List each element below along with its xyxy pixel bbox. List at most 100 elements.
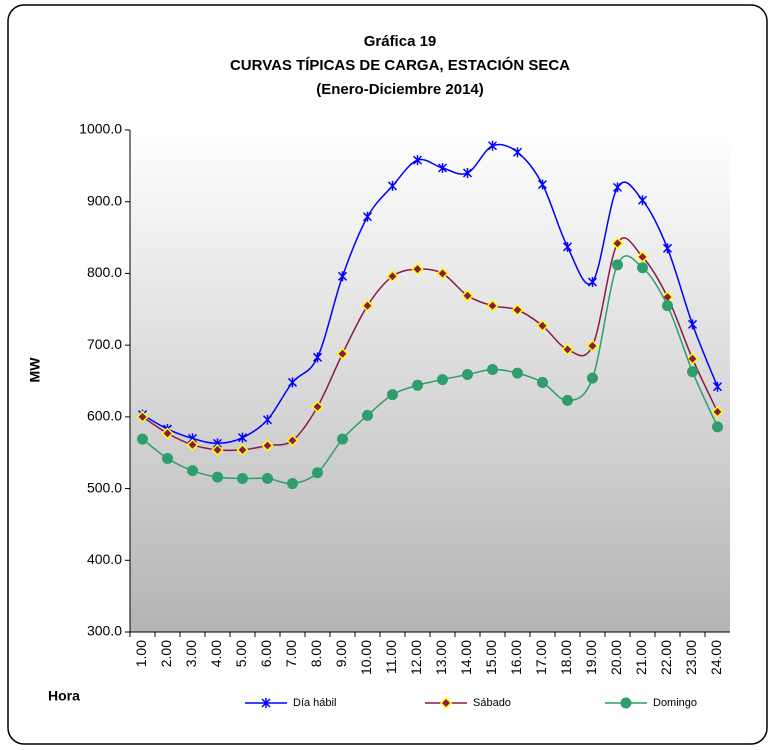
point bbox=[612, 182, 623, 193]
legend-marker bbox=[439, 696, 453, 710]
point bbox=[212, 471, 223, 483]
point bbox=[687, 366, 698, 378]
x-tick-label: 18.00 bbox=[558, 640, 574, 675]
x-tick-label: 4.00 bbox=[208, 640, 224, 667]
y-axis-title: MW bbox=[27, 357, 43, 383]
x-tick-label: 2.00 bbox=[158, 640, 174, 667]
point bbox=[662, 243, 673, 254]
point bbox=[512, 147, 523, 158]
legend-label: Domingo bbox=[653, 697, 697, 709]
point bbox=[262, 473, 273, 485]
plot-area bbox=[130, 130, 730, 632]
point bbox=[537, 376, 548, 388]
point bbox=[362, 211, 373, 222]
y-tick-label: 1000.0 bbox=[79, 121, 122, 137]
y-tick-label: 800.0 bbox=[87, 264, 122, 280]
point bbox=[562, 241, 573, 252]
y-tick-label: 300.0 bbox=[87, 623, 122, 639]
point bbox=[687, 319, 698, 330]
x-tick-label: 9.00 bbox=[333, 640, 349, 667]
x-tick-label: 23.00 bbox=[683, 640, 699, 675]
x-tick-label: 6.00 bbox=[258, 640, 274, 667]
x-tick-label: 24.00 bbox=[708, 640, 724, 675]
point bbox=[712, 421, 723, 433]
point bbox=[412, 379, 423, 391]
point bbox=[337, 433, 348, 445]
point bbox=[487, 140, 498, 151]
x-tick-label: 19.00 bbox=[583, 640, 599, 675]
point bbox=[262, 414, 273, 425]
point bbox=[637, 262, 648, 274]
point bbox=[587, 372, 598, 384]
x-tick-label: 12.00 bbox=[408, 640, 424, 675]
point bbox=[336, 347, 349, 360]
point bbox=[312, 352, 323, 363]
x-tick-label: 14.00 bbox=[458, 640, 474, 675]
point bbox=[562, 394, 573, 406]
point bbox=[461, 289, 474, 302]
point bbox=[587, 277, 598, 288]
x-tick-label: 22.00 bbox=[658, 640, 674, 675]
point bbox=[462, 369, 473, 381]
point bbox=[137, 433, 148, 445]
point bbox=[136, 410, 149, 423]
chart-subtitle: CURVAS TÍPICAS DE CARGA, ESTACIÓN SECA bbox=[230, 56, 570, 74]
point bbox=[162, 452, 173, 464]
x-tick-label: 10.00 bbox=[358, 640, 374, 675]
point bbox=[286, 434, 299, 447]
point bbox=[236, 443, 249, 456]
point bbox=[311, 400, 324, 413]
point bbox=[487, 364, 498, 376]
x-tick-label: 8.00 bbox=[308, 640, 324, 667]
y-tick-label: 900.0 bbox=[87, 192, 122, 208]
x-tick-label: 15.00 bbox=[483, 640, 499, 675]
x-tick-label: 20.00 bbox=[608, 640, 624, 675]
point bbox=[637, 195, 648, 206]
point bbox=[611, 237, 624, 250]
point bbox=[362, 409, 373, 421]
x-tick-label: 11.00 bbox=[383, 640, 399, 674]
point bbox=[361, 299, 374, 312]
chart-title: Gráfica 19 bbox=[364, 33, 437, 50]
point bbox=[237, 473, 248, 485]
x-tick-label: 16.00 bbox=[508, 640, 524, 675]
y-tick-label: 700.0 bbox=[87, 336, 122, 352]
legend-marker bbox=[261, 698, 271, 708]
point bbox=[387, 180, 398, 191]
y-tick-label: 600.0 bbox=[87, 408, 122, 424]
point bbox=[411, 263, 424, 276]
point bbox=[186, 438, 199, 451]
x-tick-label: 1.00 bbox=[133, 640, 149, 667]
point bbox=[211, 443, 224, 456]
point bbox=[536, 319, 549, 332]
legend-label: Sábado bbox=[473, 697, 511, 709]
point bbox=[712, 381, 723, 392]
point bbox=[187, 465, 198, 477]
x-tick-label: 7.00 bbox=[283, 640, 299, 667]
point bbox=[511, 303, 524, 317]
x-tick-label: 21.00 bbox=[633, 640, 649, 675]
chart-subtitle: (Enero-Diciembre 2014) bbox=[316, 81, 484, 98]
point bbox=[387, 389, 398, 401]
point bbox=[437, 163, 448, 174]
x-tick-label: 17.00 bbox=[533, 640, 549, 675]
point bbox=[412, 155, 423, 166]
x-tick-label: 5.00 bbox=[233, 640, 249, 667]
point bbox=[312, 467, 323, 479]
point bbox=[436, 267, 449, 280]
point bbox=[711, 405, 724, 418]
x-tick-label: 13.00 bbox=[433, 640, 449, 675]
point bbox=[512, 367, 523, 379]
point bbox=[261, 439, 274, 452]
y-tick-label: 500.0 bbox=[87, 479, 122, 495]
point bbox=[287, 377, 298, 388]
point bbox=[537, 179, 548, 190]
legend-label: Día hábil bbox=[293, 697, 336, 709]
point bbox=[662, 300, 673, 312]
point bbox=[612, 259, 623, 271]
x-tick-label: 3.00 bbox=[183, 640, 199, 667]
point bbox=[437, 374, 448, 386]
point bbox=[686, 352, 699, 365]
point bbox=[636, 250, 649, 263]
